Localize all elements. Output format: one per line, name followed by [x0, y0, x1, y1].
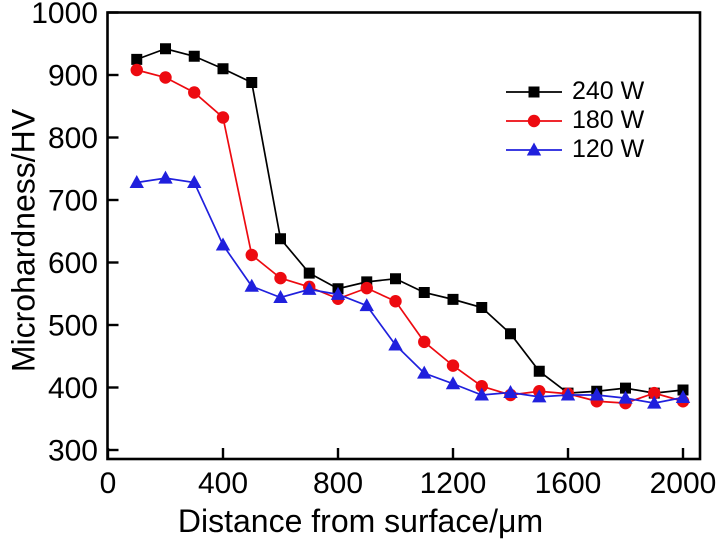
square-marker-icon — [528, 86, 540, 97]
data-point-marker — [390, 273, 401, 285]
data-point-marker — [158, 170, 173, 184]
legend: 240 W 180 W 120 W — [505, 77, 644, 164]
y-tick-label: 500 — [48, 310, 98, 343]
data-point-marker — [445, 376, 461, 390]
data-point-marker — [560, 387, 576, 401]
data-point-marker — [418, 335, 431, 349]
legend-item-180w: 180 W — [505, 106, 644, 135]
data-point-marker — [273, 290, 288, 303]
data-point-marker — [160, 43, 171, 55]
y-axis-title: Microhardness/HV — [5, 108, 42, 373]
data-point-marker — [302, 281, 317, 295]
x-tick-label: 800 — [313, 467, 363, 500]
data-point-marker — [217, 63, 229, 75]
data-point-marker — [475, 380, 488, 393]
data-point-marker — [389, 295, 402, 308]
data-point-marker — [447, 293, 459, 305]
x-tick-label: 0 — [100, 467, 117, 500]
data-point-marker — [130, 63, 143, 77]
legend-marker-120w-triangle-icon — [506, 142, 562, 155]
data-point-marker — [129, 175, 144, 188]
data-point-marker — [131, 53, 143, 65]
data-point-marker — [675, 390, 691, 403]
legend-marker-180w-circle-icon — [506, 114, 562, 127]
data-point-marker — [330, 286, 346, 300]
plot-frame — [106, 11, 702, 461]
data-point-marker — [188, 50, 200, 62]
triangle-marker-icon — [526, 142, 542, 155]
data-point-marker — [360, 281, 373, 295]
data-point-marker — [446, 359, 460, 372]
series-line-120w — [136, 177, 684, 404]
x-axis-title: Distance from surface/μm — [177, 503, 544, 539]
data-point-marker — [187, 175, 202, 188]
data-point-marker — [532, 389, 547, 403]
data-point-marker — [303, 267, 315, 279]
data-point-marker — [215, 237, 231, 251]
data-point-marker — [417, 365, 432, 379]
data-point-marker — [388, 337, 403, 351]
data-point-marker — [159, 71, 172, 84]
x-tick-label: 2000 — [650, 467, 717, 500]
y-tick-label: 400 — [48, 372, 98, 405]
data-point-marker — [245, 248, 258, 262]
data-point-marker — [503, 385, 518, 398]
circle-marker-icon — [527, 114, 541, 127]
y-tick-label: 600 — [48, 247, 98, 280]
x-tick-label: 1600 — [535, 467, 602, 500]
legend-label-240w: 240 W — [572, 77, 645, 105]
data-point-marker — [648, 386, 661, 400]
y-tick-label: 700 — [48, 185, 98, 218]
data-point-marker — [474, 387, 489, 401]
data-point-marker — [618, 390, 633, 404]
data-point-marker — [216, 111, 230, 124]
y-tick-label: 300 — [48, 435, 98, 468]
data-point-marker — [647, 395, 662, 409]
legend-marker-240w-square-icon — [506, 86, 562, 97]
y-tick-label: 900 — [48, 60, 98, 93]
data-point-marker — [359, 298, 374, 312]
data-point-marker — [505, 328, 516, 340]
data-point-marker — [418, 287, 430, 298]
legend-item-240w: 240 W — [505, 77, 644, 106]
legend-label-120w: 120 W — [572, 135, 645, 163]
x-tick-label: 1200 — [420, 467, 487, 500]
data-point-marker — [246, 77, 258, 88]
y-tick-label: 1000 — [31, 0, 98, 30]
data-point-marker — [589, 387, 604, 401]
data-point-marker — [275, 233, 286, 245]
data-point-marker — [476, 302, 488, 313]
y-tick-label: 800 — [48, 122, 98, 155]
data-point-marker — [533, 365, 545, 377]
x-tick-label: 400 — [198, 467, 248, 500]
legend-item-120w: 120 W — [505, 135, 644, 164]
data-point-marker — [188, 86, 201, 99]
data-point-marker — [361, 276, 373, 288]
data-point-marker — [274, 271, 287, 285]
data-point-marker — [244, 278, 259, 292]
legend-label-180w: 180 W — [572, 106, 645, 134]
data-point-marker — [620, 382, 631, 394]
